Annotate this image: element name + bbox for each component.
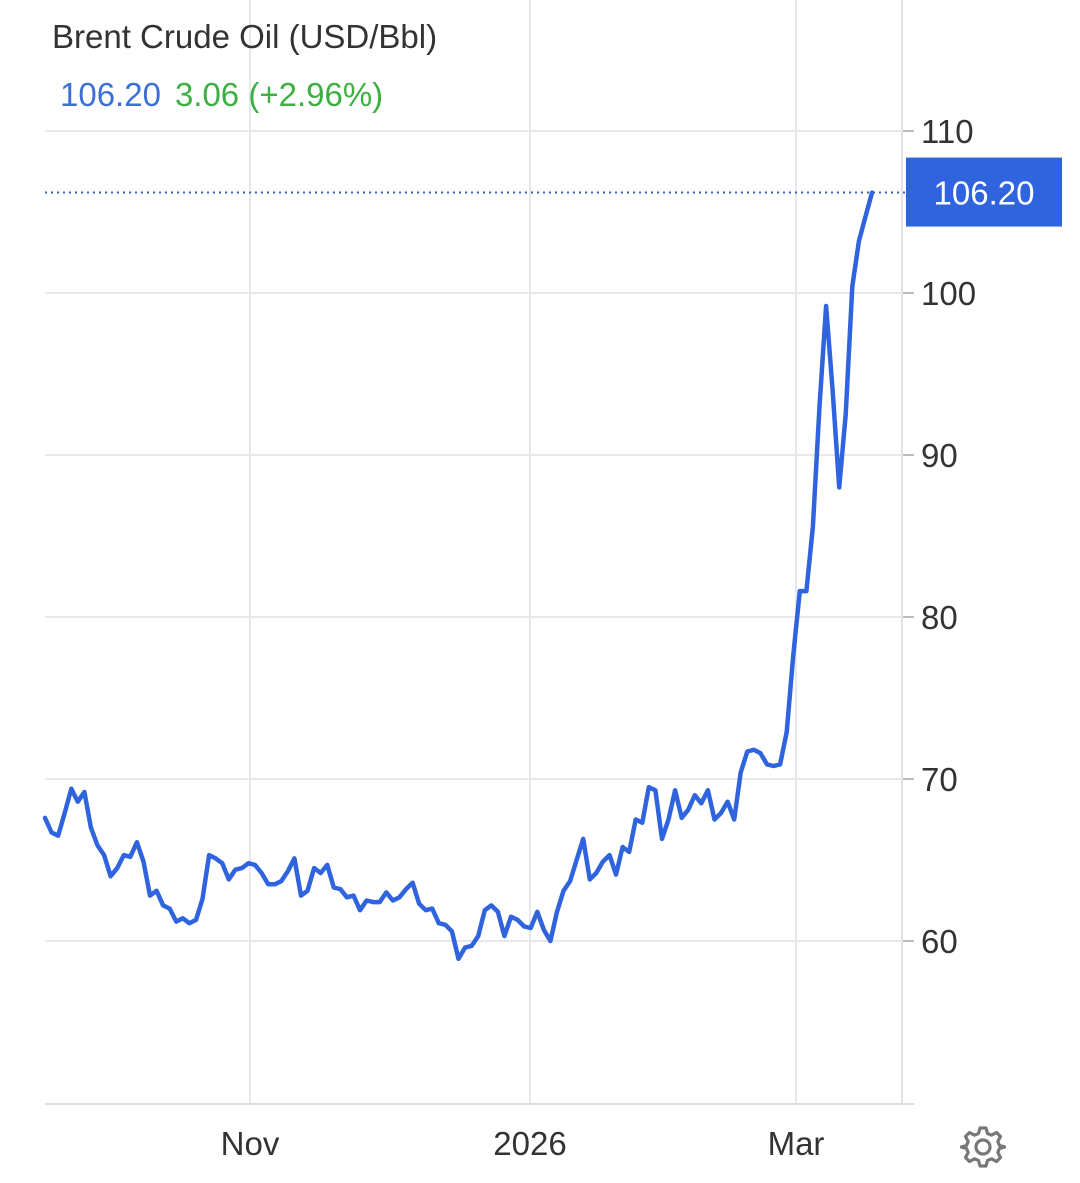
series-layer [42, 190, 875, 962]
y-tick-label: 100 [921, 275, 976, 312]
current-price: 106.20 [60, 76, 161, 113]
last-value-badge [906, 157, 1062, 227]
series-line-brent [42, 190, 875, 962]
x-tick-label: Nov [221, 1125, 280, 1162]
gear-icon [959, 1126, 1007, 1168]
grid-lines [45, 0, 902, 1104]
y-tick-label: 110 [921, 113, 974, 150]
price-change: 3.06 (+2.96%) [174, 76, 384, 113]
last-value-label: 106.20 [934, 175, 1035, 212]
chart-title: Brent Crude Oil (USD/Bbl) [52, 18, 438, 55]
y-tick-label: 70 [921, 761, 958, 798]
price-quote: 106.20 3.06 (+2.96%) [60, 76, 383, 114]
x-tick-label: 2026 [493, 1125, 566, 1162]
y-tick-label: 80 [921, 599, 958, 636]
y-axis-labels: 110 100 90 80 70 60 [921, 113, 976, 960]
y-tick-label: 90 [921, 437, 958, 474]
y-tick-label: 60 [921, 923, 958, 960]
x-axis-labels: Nov 2026 Mar [221, 1125, 825, 1162]
settings-button[interactable] [959, 1124, 1007, 1170]
x-tick-label: Mar [768, 1125, 825, 1162]
axes [45, 0, 914, 1105]
last-value-marker: 106.20 [45, 157, 1062, 227]
